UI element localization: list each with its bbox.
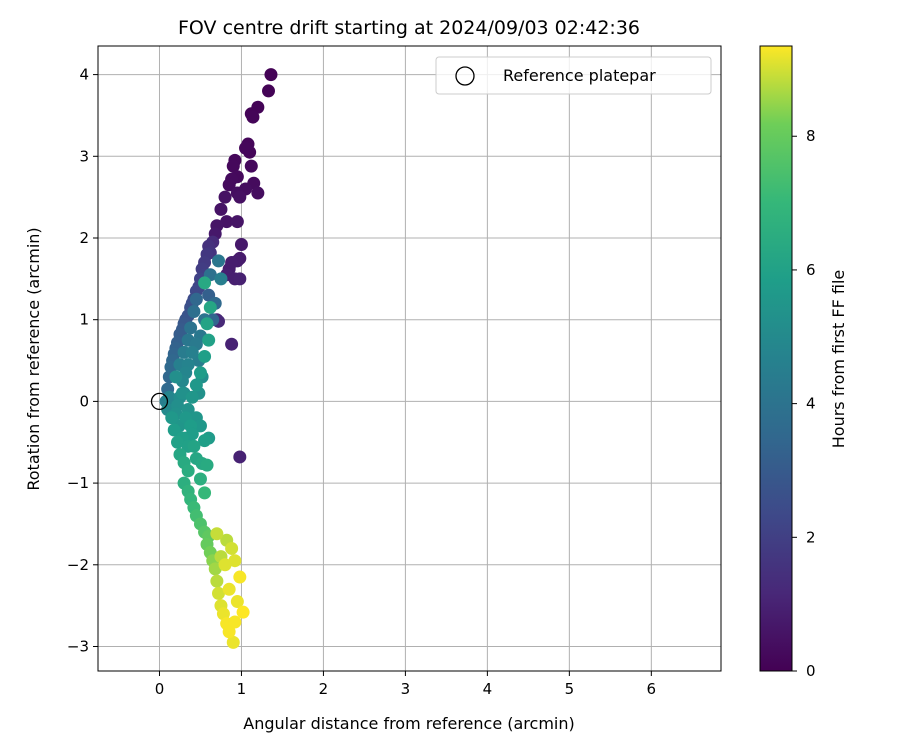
data-point <box>200 458 214 472</box>
data-point <box>222 625 236 639</box>
data-point <box>184 321 198 335</box>
data-point <box>234 238 248 252</box>
data-point <box>193 366 207 380</box>
data-point <box>246 110 260 124</box>
y-tick-label: 1 <box>79 311 89 329</box>
data-point <box>264 68 278 82</box>
scatter-points <box>159 68 278 649</box>
data-point <box>162 390 176 404</box>
data-point <box>228 554 242 568</box>
data-point <box>236 605 250 619</box>
data-point <box>187 305 201 319</box>
data-point <box>198 276 212 290</box>
data-point <box>262 84 276 98</box>
data-point <box>222 178 236 192</box>
colorbar-gradient <box>759 45 793 672</box>
data-point <box>216 607 230 621</box>
data-point <box>210 527 224 541</box>
data-point <box>218 190 232 204</box>
data-point <box>228 615 242 629</box>
data-point <box>220 215 234 229</box>
data-point <box>226 159 240 173</box>
data-point <box>233 450 247 464</box>
data-point <box>218 558 232 572</box>
legend-marker <box>455 66 475 86</box>
x-axis-label: Angular distance from reference (arcmin) <box>243 714 574 733</box>
chart-title: FOV centre drift starting at 2024/09/03 … <box>178 17 640 39</box>
y-tick-label: −3 <box>67 637 89 655</box>
data-point <box>185 390 199 404</box>
x-tick-label: 3 <box>401 680 411 698</box>
data-point <box>189 378 203 392</box>
data-point <box>185 345 199 359</box>
data-point <box>222 582 236 596</box>
data-point <box>225 337 239 351</box>
colorbar-ticks: 0 2 4 6 8 <box>792 127 816 680</box>
colorbar-tick-label: 0 <box>806 662 816 680</box>
data-point <box>167 423 181 437</box>
data-point <box>198 486 212 500</box>
data-point <box>203 300 217 314</box>
legend: Reference platepar <box>435 56 712 95</box>
data-point <box>187 439 201 453</box>
data-point <box>214 202 228 216</box>
data-point <box>171 435 185 449</box>
x-tick-label: 1 <box>237 680 247 698</box>
plot-frame <box>97 45 722 672</box>
y-tick-label: 2 <box>79 229 89 247</box>
y-axis-label: Rotation from reference (arcmin) <box>24 227 43 490</box>
data-point <box>202 333 216 347</box>
data-point <box>225 541 239 555</box>
data-point <box>165 411 179 425</box>
y-tick-label: −1 <box>67 474 89 492</box>
data-point <box>230 215 244 229</box>
legend-box <box>435 56 712 95</box>
colorbar-label: Hours from first FF file <box>829 270 848 449</box>
data-point <box>251 186 265 200</box>
data-point <box>214 272 228 286</box>
x-tick-label: 2 <box>319 680 329 698</box>
y-tick-label: 3 <box>79 147 89 165</box>
data-point <box>230 595 244 609</box>
data-point <box>189 292 203 306</box>
x-tick-label: 6 <box>647 680 657 698</box>
data-point <box>239 141 253 155</box>
colorbar-tick-label: 8 <box>806 127 816 145</box>
data-point <box>226 635 240 649</box>
colorbar-tick-label: 2 <box>806 528 816 546</box>
y-tick-label: −2 <box>67 556 89 574</box>
data-point <box>210 574 224 588</box>
data-point <box>198 349 212 363</box>
x-tick-label: 4 <box>483 680 493 698</box>
data-point <box>233 570 247 584</box>
data-point <box>193 472 207 486</box>
colorbar: 0 2 4 6 8 Hours from first FF file <box>759 45 848 680</box>
colorbar-tick-label: 4 <box>806 395 816 413</box>
data-point <box>200 317 214 331</box>
y-axis-ticks: −3 −2 −1 0 1 2 3 4 <box>67 66 98 655</box>
data-point <box>233 190 247 204</box>
data-point <box>175 386 189 400</box>
data-point <box>193 419 207 433</box>
reference-platepar-marker <box>150 392 169 411</box>
data-point <box>208 562 222 576</box>
x-tick-label: 5 <box>565 680 575 698</box>
y-tick-label: 0 <box>79 392 89 410</box>
colorbar-tick-label: 6 <box>806 261 816 279</box>
y-tick-label: 4 <box>79 66 89 84</box>
x-tick-label: 0 <box>155 680 165 698</box>
x-axis-ticks: 0 1 2 3 4 5 6 <box>155 671 656 698</box>
legend-entry: Reference platepar <box>503 66 656 85</box>
data-point <box>244 159 258 173</box>
data-point <box>212 254 226 268</box>
data-point <box>181 464 195 478</box>
data-point <box>212 586 226 600</box>
data-point <box>169 370 183 384</box>
data-point <box>198 434 212 448</box>
data-point <box>233 272 247 286</box>
